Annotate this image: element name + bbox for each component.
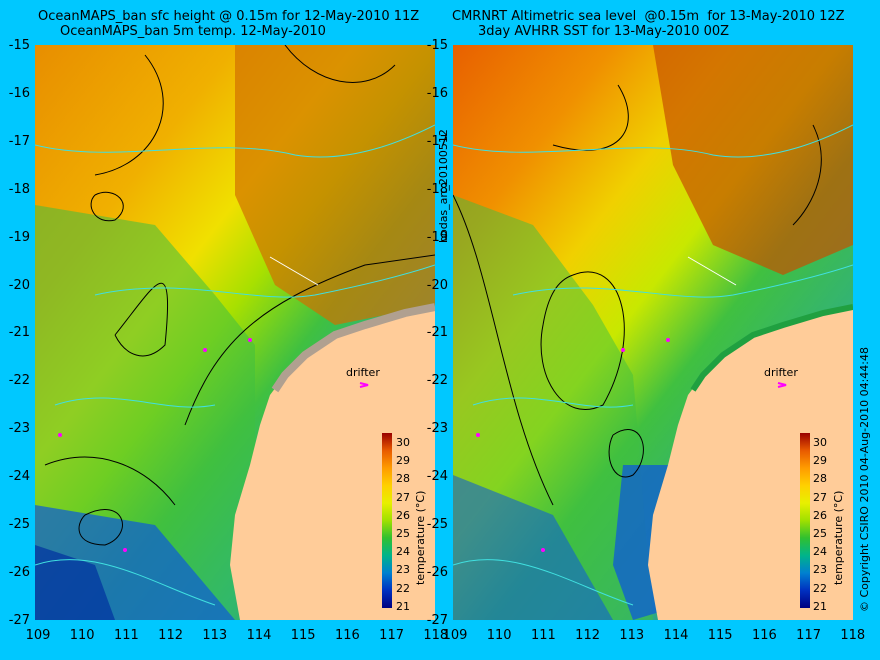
right-title-line2: 3day AVHRR SST for 13-May-2010 00Z xyxy=(478,24,730,39)
left-map xyxy=(35,45,435,620)
lat-tick-label-right: -24 xyxy=(426,469,448,485)
lat-tick-label-right: -27 xyxy=(426,612,448,628)
colorbar-right xyxy=(800,433,810,608)
lat-tick-label-left: -18 xyxy=(8,181,30,197)
lat-tick-label-right: -15 xyxy=(426,38,448,53)
lat-tick-label-left: -22 xyxy=(8,373,30,389)
lat-tick-label-right: -26 xyxy=(426,564,448,580)
colorbar-tick-left: 28 xyxy=(396,472,410,486)
lon-tick-label-right: 110 xyxy=(486,628,512,643)
lat-tick-label-right: -23 xyxy=(426,421,448,437)
lon-tick-label-right: 111 xyxy=(530,628,556,643)
lon-tick-label-left: 109 xyxy=(25,628,51,643)
lon-tick-label-left: 111 xyxy=(113,628,139,643)
drifter-label-left: drifter xyxy=(346,366,380,379)
colorbar-tick-left: 22 xyxy=(396,581,410,595)
colorbar-tick-right: 28 xyxy=(813,472,827,486)
lat-tick-label-left: -25 xyxy=(8,517,30,532)
colorbar-tick-left: 24 xyxy=(396,545,410,559)
lat-tick-label-left: -19 xyxy=(8,229,30,245)
lat-tick-label-left: -17 xyxy=(8,133,30,149)
run-id-label: bodas_an_20100512 xyxy=(437,129,450,243)
lon-tick-label-right: 116 xyxy=(751,628,777,643)
lat-tick-label-left: -16 xyxy=(8,85,30,101)
lon-tick-label-right: 118 xyxy=(840,628,866,643)
colorbar-tick-left: 29 xyxy=(396,454,410,468)
colorbar-label-right: temperature (°C) xyxy=(832,490,845,585)
lat-tick-label-left: -20 xyxy=(8,277,30,293)
colorbar-tick-right: 26 xyxy=(813,508,827,522)
left-title-line2: OceanMAPS_ban 5m temp. 12-May-2010 xyxy=(60,24,326,39)
lat-tick-label-right: -21 xyxy=(426,325,448,341)
colorbar-tick-left: 23 xyxy=(396,563,410,577)
lat-tick-label-right: -18 xyxy=(426,181,448,197)
lon-tick-label-left: 114 xyxy=(246,628,272,643)
lon-tick-label-right: 113 xyxy=(619,628,645,643)
colorbar-tick-right: 29 xyxy=(813,454,827,468)
colorbar-tick-left: 26 xyxy=(396,508,410,522)
lon-tick-label-left: 115 xyxy=(290,628,316,643)
lon-tick-label-left: 112 xyxy=(158,628,183,643)
lat-tick-label-left: -15 xyxy=(8,38,30,53)
lon-tick-label-right: 115 xyxy=(707,628,733,643)
lat-tick-label-right: -25 xyxy=(426,517,448,532)
lat-tick-label-right: -22 xyxy=(426,373,448,389)
colorbar-tick-left: 27 xyxy=(396,490,410,504)
colorbar-tick-right: 30 xyxy=(813,436,827,449)
lat-tick-label-left: -24 xyxy=(8,469,30,485)
colorbar-tick-left: 25 xyxy=(396,527,410,540)
copyright-label: © Copyright CSIRO 2010 04-Aug-2010 04:44… xyxy=(858,346,871,612)
lon-tick-label-left: 110 xyxy=(69,628,95,643)
lat-tick-label-left: -23 xyxy=(8,421,30,437)
lon-tick-label-left: 116 xyxy=(334,628,360,643)
lat-tick-label-right: -17 xyxy=(426,133,448,149)
left-title-line1: OceanMAPS_ban sfc height @ 0.15m for 12-… xyxy=(38,9,420,24)
colorbar-tick-left: 21 xyxy=(396,599,410,613)
lat-tick-label-left: -21 xyxy=(8,325,30,341)
right-map-panel xyxy=(453,45,853,620)
lat-tick-label-right: -20 xyxy=(426,277,448,293)
lon-tick-label-right: 112 xyxy=(575,628,600,643)
lat-tick-label-right: -16 xyxy=(426,85,448,101)
left-map-panel xyxy=(35,45,435,620)
right-map xyxy=(453,45,853,620)
lon-tick-label-left: 117 xyxy=(379,628,404,643)
colorbar-tick-right: 24 xyxy=(813,545,827,559)
lon-tick-label-right: 117 xyxy=(796,628,821,643)
colorbar-left xyxy=(382,433,392,608)
colorbar-tick-left: 30 xyxy=(396,436,410,449)
lon-tick-label-right: 114 xyxy=(663,628,689,643)
colorbar-tick-right: 21 xyxy=(813,599,827,613)
lon-tick-label-left: 118 xyxy=(423,628,449,643)
colorbar-tick-right: 23 xyxy=(813,563,827,577)
colorbar-tick-right: 25 xyxy=(813,527,827,540)
lon-tick-label-right: 109 xyxy=(442,628,468,643)
lat-tick-label-left: -26 xyxy=(8,564,30,580)
colorbar-tick-right: 22 xyxy=(813,581,827,595)
right-title-line1: CMRNRT Altimetric sea level @0.15m for 1… xyxy=(452,9,845,24)
lat-tick-label-left: -27 xyxy=(8,612,30,628)
drifter-label-right: drifter xyxy=(764,366,798,379)
lat-tick-label-right: -19 xyxy=(426,229,448,245)
colorbar-tick-right: 27 xyxy=(813,490,827,504)
lon-tick-label-left: 113 xyxy=(202,628,228,643)
colorbar-label-left: temperature (°C) xyxy=(414,490,427,585)
